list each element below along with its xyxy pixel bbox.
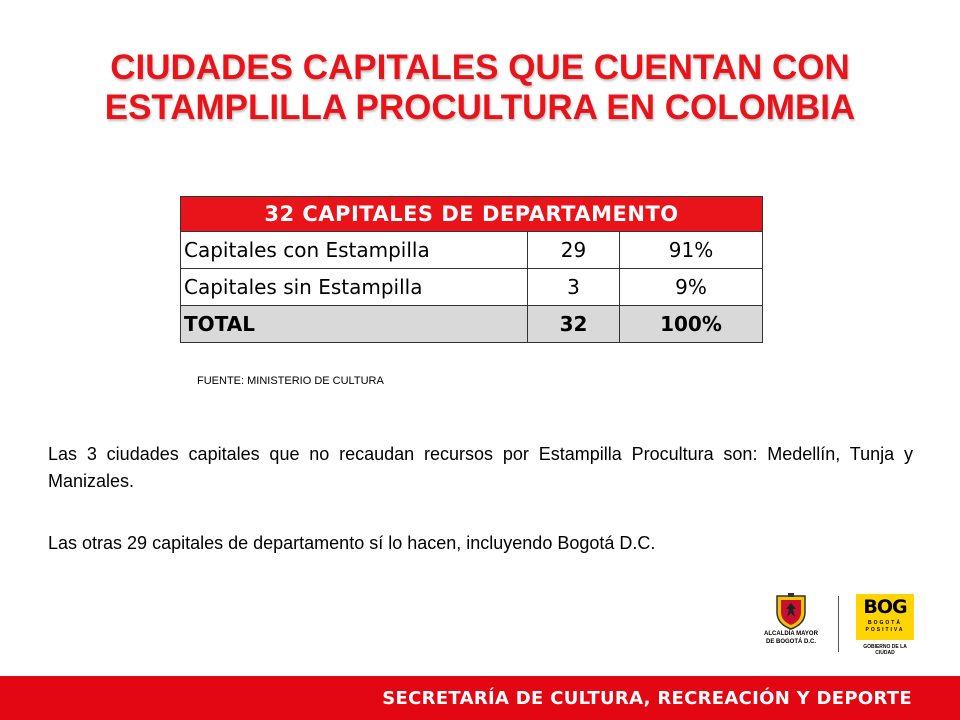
alcaldia-line-2: DE BOGOTÁ D.C.	[765, 639, 816, 645]
logo-divider	[838, 596, 839, 652]
alcaldia-logo: ALCALDÍA MAYOR DE BOGOTÁ D.C.	[756, 590, 826, 658]
row-percent: 91%	[619, 231, 763, 269]
capitals-table: 32 CAPITALES DE DEPARTAMENTO Capitales c…	[180, 196, 763, 343]
source-note: FUENTE: MINISTERIO DE CULTURA	[197, 375, 384, 387]
row-label: Capitales sin Estampilla	[180, 268, 528, 306]
footer-bar: SECRETARÍA DE CULTURA, RECREACIÓN Y DEPO…	[0, 676, 960, 720]
bog-sub-line-2: POSITIVA	[865, 627, 905, 633]
title-line-1: CIUDADES CAPITALES QUE CUENTAN CON	[110, 48, 850, 87]
table-row: Capitales sin Estampilla 3 9%	[180, 268, 763, 306]
row-percent: 9%	[619, 268, 763, 306]
coat-of-arms-icon	[776, 593, 806, 630]
row-count: 29	[527, 231, 620, 269]
total-label: TOTAL	[180, 305, 528, 343]
bog-subtext: BOGOTÁ POSITIVA	[858, 620, 912, 634]
title-line-2: ESTAMPLILLA PROCULTURA EN COLOMBIA	[104, 88, 856, 127]
footer-title: SECRETARÍA DE CULTURA, RECREACIÓN Y DEPO…	[382, 688, 912, 709]
page-title: CIUDADES CAPITALES QUE CUENTAN CON ESTAM…	[40, 48, 920, 128]
bog-wordmark: BOG	[863, 596, 907, 618]
alcaldia-line-1: ALCALDÍA MAYOR	[764, 631, 818, 637]
table-header: 32 CAPITALES DE DEPARTAMENTO	[180, 196, 763, 232]
paragraph-with-stamp: Las otras 29 capitales de departamento s…	[48, 533, 656, 553]
row-count: 3	[527, 268, 620, 306]
total-row: TOTAL 32 100%	[180, 305, 763, 343]
row-label: Capitales con Estampilla	[180, 231, 528, 269]
table-row: Capitales con Estampilla 29 91%	[180, 231, 763, 269]
total-percent: 100%	[619, 305, 763, 343]
bogota-positiva-logo: BOG BOGOTÁ POSITIVA	[856, 594, 914, 640]
paragraph-no-stamp: Las 3 ciudades capitales que no recaudan…	[48, 444, 913, 491]
total-count: 32	[527, 305, 620, 343]
alcaldia-text: ALCALDÍA MAYOR DE BOGOTÁ D.C.	[752, 630, 830, 646]
bog-sub-line-1: BOGOTÁ	[868, 620, 902, 626]
bog-caption: GOBIERNO DE LA CIUDAD	[863, 644, 907, 656]
